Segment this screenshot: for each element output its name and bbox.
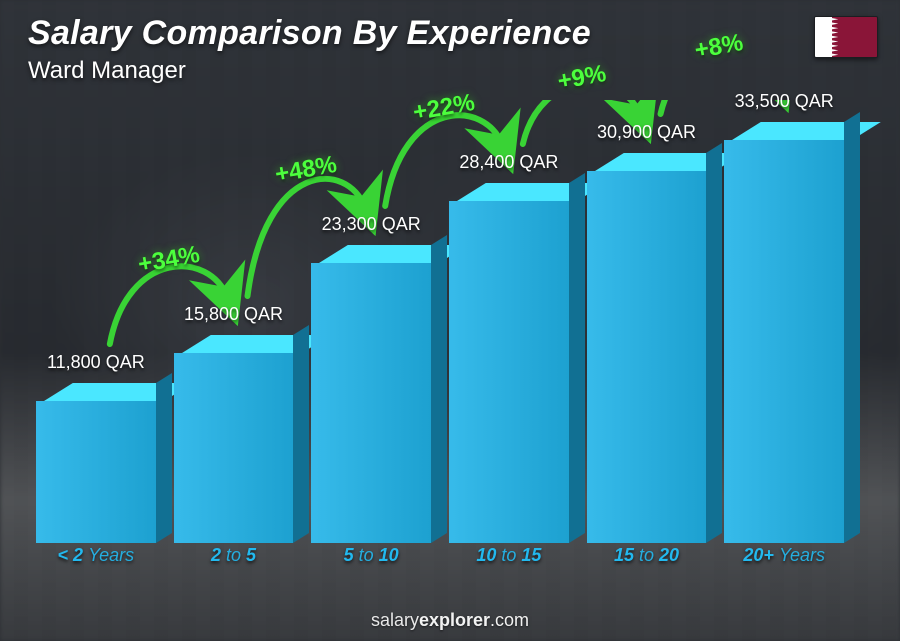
page-title: Salary Comparison By Experience <box>28 14 810 53</box>
bar-column: 15,800 QAR <box>174 304 294 543</box>
bar-column: 33,500 QAR <box>724 91 844 543</box>
bars-container: 11,800 QAR 15,800 QAR 23,300 QAR 28,400 QAR… <box>30 100 850 543</box>
bar <box>587 153 707 543</box>
x-axis-label: 2 to 5 <box>174 545 294 571</box>
bar <box>449 183 569 543</box>
x-axis-label: < 2 Years <box>36 545 156 571</box>
x-axis-label: 20+ Years <box>724 545 844 571</box>
bar-value-label: 28,400 QAR <box>459 152 558 173</box>
bar-column: 23,300 QAR <box>311 214 431 543</box>
bar-column: 30,900 QAR <box>587 122 707 543</box>
flag-maroon <box>832 17 877 57</box>
x-axis-label: 10 to 15 <box>449 545 569 571</box>
bar <box>36 383 156 543</box>
bar-column: 11,800 QAR <box>36 352 156 543</box>
bar-value-label: 30,900 QAR <box>597 122 696 143</box>
salary-bar-chart: 11,800 QAR 15,800 QAR 23,300 QAR 28,400 QAR… <box>30 100 850 571</box>
qatar-flag-icon <box>814 16 878 58</box>
page-subtitle: Ward Manager <box>28 57 810 85</box>
footer-bold: explorer <box>419 610 490 630</box>
bar-value-label: 11,800 QAR <box>47 352 145 373</box>
x-axis-label: 5 to 10 <box>311 545 431 571</box>
x-axis-label: 15 to 20 <box>587 545 707 571</box>
footer-pre: salary <box>371 610 419 630</box>
footer-attribution: salaryexplorer.com <box>0 610 900 631</box>
bar <box>311 245 431 543</box>
bar <box>724 122 844 543</box>
footer-suffix: .com <box>490 610 529 630</box>
bar-value-label: 23,300 QAR <box>322 214 421 235</box>
bar-value-label: 33,500 QAR <box>735 91 834 112</box>
bar <box>174 335 294 543</box>
bar-column: 28,400 QAR <box>449 152 569 543</box>
flag-white <box>815 17 832 57</box>
x-axis-labels: < 2 Years 2 to 5 5 to 10 10 to 15 15 to 20 20… <box>30 545 850 571</box>
bar-value-label: 15,800 QAR <box>184 304 283 325</box>
header: Salary Comparison By Experience Ward Man… <box>28 14 810 85</box>
